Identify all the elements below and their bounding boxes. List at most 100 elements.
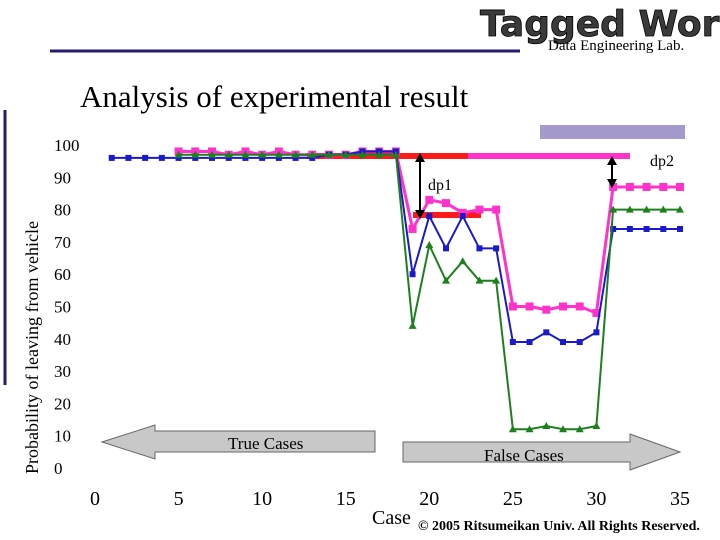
pink-series-point: [525, 302, 534, 311]
blue-series-point: [509, 339, 516, 346]
x-axis-label: Case: [372, 507, 411, 529]
blue-series-point: [259, 154, 266, 161]
dp1-arrowhead-top: [415, 153, 425, 162]
dp2-arrowhead-bottom: [607, 179, 617, 188]
green-series-point: [442, 276, 450, 284]
green-series-point: [308, 150, 317, 158]
y-tick-label: 40: [54, 330, 71, 349]
pink-series-point: [442, 199, 450, 208]
blue-series-point: [526, 339, 533, 346]
chart-series: [108, 147, 684, 433]
dp2-arrowhead-top: [607, 156, 617, 165]
y-tick-labels: 0 10 20 30 40 50 60 70 80 90 100: [54, 136, 80, 478]
x-tick-label: 5: [174, 488, 184, 510]
blue-series-point: [225, 154, 232, 161]
green-series-point: [676, 205, 684, 213]
blue-series-point: [158, 154, 165, 161]
blue-series-point: [443, 245, 449, 252]
y-tick-label: 70: [54, 233, 71, 252]
y-tick-label: 0: [54, 459, 63, 478]
blue-series-point: [576, 339, 583, 346]
x-tick-labels: 0 5 10 15 20 25 30 35: [90, 488, 690, 510]
green-series-point: [575, 425, 584, 433]
y-tick-label: 60: [54, 265, 71, 284]
y-tick-label: 80: [54, 201, 71, 220]
dp2-label: dp2: [650, 153, 674, 170]
green-series-point: [174, 150, 183, 158]
green-series-point: [391, 150, 400, 158]
y-tick-label: 50: [54, 298, 71, 317]
y-tick-label: 30: [54, 362, 71, 381]
pink-series-point: [458, 208, 467, 217]
green-series-line: [178, 153, 680, 431]
x-tick-label: 10: [252, 488, 272, 510]
green-series-point: [559, 425, 567, 433]
green-series-point: [191, 150, 200, 158]
green-series-point: [642, 205, 651, 213]
green-series-point: [358, 150, 367, 158]
green-series-point: [525, 425, 534, 433]
x-tick-label: 35: [670, 488, 690, 510]
highlight-bars: [307, 153, 630, 218]
blue-series-point: [125, 154, 132, 161]
blue-series-point: [108, 154, 115, 161]
true-cases-arrow: [100, 424, 376, 460]
green-series-point: [475, 276, 484, 284]
x-tick-label: 25: [503, 488, 523, 510]
blue-series-point: [309, 154, 316, 161]
pink-series-point: [408, 224, 417, 233]
blue-series-point: [610, 225, 617, 232]
blue-series-point: [192, 154, 199, 161]
copyright-text: © 2005 Ritsumeikan Univ. All Rights Rese…: [418, 519, 700, 534]
blue-series-point: [543, 329, 550, 336]
green-series-point: [408, 321, 417, 329]
green-series-point: [425, 241, 434, 249]
blue-series-point: [560, 339, 566, 346]
blue-series-point: [493, 245, 500, 252]
pink-series-point: [559, 302, 567, 311]
dp1-marker: dp1: [415, 153, 452, 219]
x-tick-label: 15: [336, 488, 356, 510]
blue-series-point: [209, 154, 215, 161]
blue-series-point: [242, 154, 249, 161]
blue-series-point: [175, 154, 182, 161]
x-tick-label: 0: [90, 488, 100, 510]
blue-series-point: [292, 154, 299, 161]
blue-series-point: [660, 225, 667, 232]
x-tick-label: 20: [419, 488, 439, 510]
pink-series-point: [676, 182, 684, 191]
pink-series-point: [659, 182, 668, 191]
pink-series-point: [475, 205, 484, 214]
green-series-point: [224, 150, 233, 158]
pink-series-point: [542, 305, 551, 314]
pink-series-point: [609, 182, 618, 191]
accent-box: [540, 125, 685, 139]
dp2-marker: dp2: [607, 153, 674, 188]
blue-series-point: [476, 245, 483, 252]
pink-series-point: [625, 182, 634, 191]
y-tick-label: 10: [54, 427, 71, 446]
dp1-label: dp1: [428, 177, 452, 194]
logo-title: Tagged World: [480, 4, 720, 45]
green-series: [174, 150, 684, 433]
y-tick-label: 90: [54, 168, 71, 187]
y-axis-label: Probability of leaving from vehicle: [22, 221, 42, 474]
blue-series-point: [643, 225, 650, 232]
pink-series-point: [425, 195, 434, 204]
blue-series-point: [142, 154, 149, 161]
green-series-point: [375, 150, 384, 158]
x-tick-label: 30: [586, 488, 606, 510]
y-tick-label: 100: [54, 136, 80, 155]
green-series-point: [659, 205, 668, 213]
false-cases-label: False Cases: [484, 446, 564, 465]
green-series-point: [625, 205, 634, 213]
green-series-point: [208, 150, 216, 158]
y-tick-label: 20: [54, 394, 71, 413]
green-series-point: [542, 422, 551, 430]
blue-series-point: [275, 154, 282, 161]
green-series-point: [592, 422, 601, 430]
blue-series-point: [626, 225, 633, 232]
green-series-point: [458, 257, 467, 265]
true-cases-label: True Cases: [228, 434, 303, 453]
green-series-point: [341, 150, 350, 158]
